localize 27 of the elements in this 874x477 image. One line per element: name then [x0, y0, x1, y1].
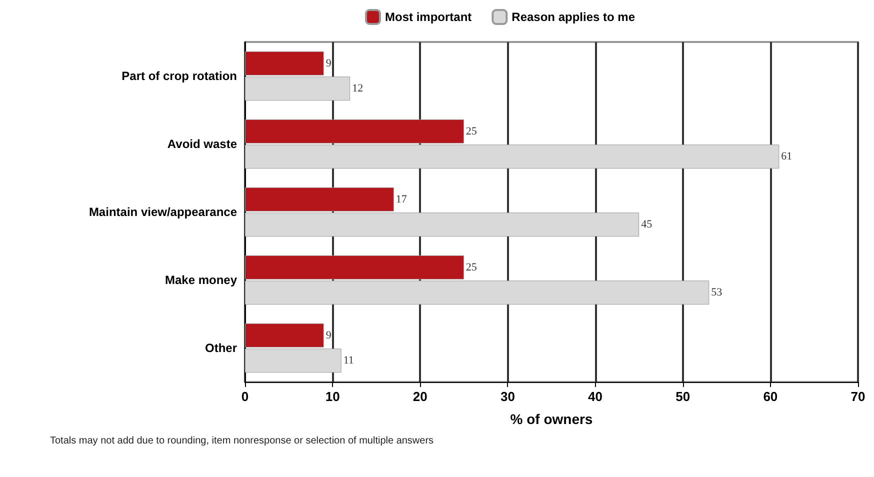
- x-tick-label: 40: [588, 389, 603, 404]
- y-tick-label: Part of crop rotation: [122, 69, 237, 83]
- x-tick-label: 20: [412, 389, 428, 404]
- x-tick-label: 70: [850, 389, 866, 404]
- data-label: 11: [343, 354, 354, 367]
- data-label: 17: [396, 193, 408, 206]
- data-label: 9: [326, 57, 332, 70]
- x-tick-label: 10: [325, 389, 340, 404]
- text: Totals may not add due to rounding, item nonresponse or selection of multiple answers: [50, 436, 434, 446]
- data-label: 61: [781, 150, 792, 163]
- data-label: 25: [466, 261, 478, 274]
- data-label: 25: [466, 125, 478, 138]
- data-label: 53: [711, 286, 723, 299]
- legend-label: Most important: [385, 10, 472, 24]
- data-label: 12: [352, 82, 364, 95]
- x-tick-label: 30: [500, 389, 515, 404]
- y-tick-label: Maintain view/appearance: [88, 205, 238, 219]
- x-tick-label: 50: [676, 389, 690, 404]
- x-axis-title: % of owners: [510, 411, 593, 427]
- legend-label: Reason applies to me: [512, 10, 636, 24]
- y-tick-label: Other: [204, 341, 238, 355]
- x-tick-label: 0: [241, 389, 249, 404]
- x-tick-label: 60: [763, 389, 778, 404]
- data-label: 9: [326, 329, 332, 342]
- y-tick-label: Make money: [164, 273, 238, 287]
- y-tick-label: Avoid waste: [167, 137, 238, 151]
- data-label: 45: [641, 218, 653, 231]
